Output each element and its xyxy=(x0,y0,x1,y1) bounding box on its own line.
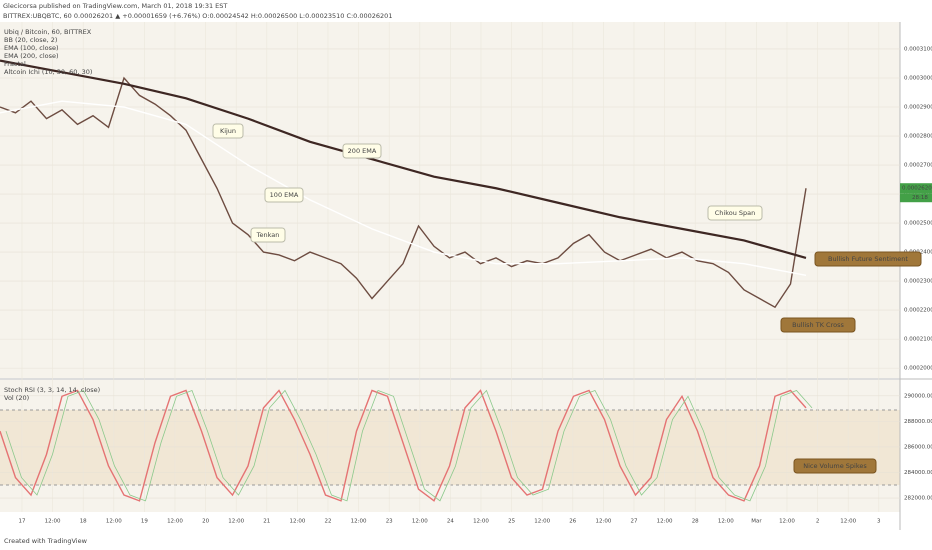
x-tick-label: 12:00 xyxy=(228,519,244,525)
x-tick-label: 12:00 xyxy=(657,519,673,525)
annotation: 100 EMA xyxy=(270,191,299,199)
published: Glecicorsa published on TradingView.com,… xyxy=(3,2,227,10)
x-tick-label: 24 xyxy=(447,519,454,525)
main-panel xyxy=(0,22,900,378)
x-tick-label: Mar xyxy=(751,519,762,525)
y-tick-label: 282000.0000 xyxy=(904,496,932,502)
x-tick-label: 27 xyxy=(631,519,638,525)
annotation-box xyxy=(212,123,244,139)
legend-item: Vol (20) xyxy=(4,394,29,402)
y-tick-label: 288000.0000 xyxy=(904,419,932,425)
annotation: Nice Volume Spikes xyxy=(803,462,867,470)
annotation-box xyxy=(780,317,856,333)
annotation: Kijun xyxy=(220,127,236,135)
y-tick-label: 0.00029000 xyxy=(904,105,932,111)
x-tick-label: 12:00 xyxy=(534,519,550,525)
annotation: Chikou Span xyxy=(715,209,756,217)
last-price-box xyxy=(900,183,932,194)
x-tick-label: 12:00 xyxy=(840,519,856,525)
legend-item: Fractal xyxy=(4,60,26,68)
legend-item: EMA (100, close) xyxy=(4,44,59,52)
y-tick-label: 290000.0000 xyxy=(904,393,932,399)
series-line xyxy=(0,59,807,259)
x-tick-label: 12:00 xyxy=(412,519,428,525)
series-line xyxy=(0,389,807,502)
x-tick-label: 28 xyxy=(692,519,699,525)
x-tick-label: 2 xyxy=(816,519,820,525)
annotation-box xyxy=(814,251,922,267)
x-tick-label: 12:00 xyxy=(595,519,611,525)
annotation-box xyxy=(264,187,304,203)
x-tick-label: 12:00 xyxy=(289,519,305,525)
x-tick-label: 25 xyxy=(508,519,515,525)
x-tick-label: 12:00 xyxy=(779,519,795,525)
y-tick-label: 0.00027000 xyxy=(904,163,932,169)
y-tick-label: 0.00031000 xyxy=(904,46,932,52)
y-tick-label: 286000.0000 xyxy=(904,444,932,450)
legend-item: Stoch RSI (3, 3, 14, 14, close) xyxy=(4,386,100,394)
countdown: 28:18 xyxy=(912,195,928,201)
footer: Created with TradingView xyxy=(4,537,88,545)
annotation: 200 EMA xyxy=(348,147,377,155)
x-tick-label: 23 xyxy=(386,519,393,525)
annotation-box xyxy=(250,227,286,243)
x-tick-label: 22 xyxy=(325,519,332,525)
quote: BITTREX:UBQBTC, 60 0.00026201 ▲ +0.00001… xyxy=(3,12,392,20)
annotation-box xyxy=(793,458,877,474)
y-tick-label: 0.00020000 xyxy=(904,366,932,372)
y-tick-label: 0.00025000 xyxy=(904,221,932,227)
series-line xyxy=(0,100,807,276)
x-tick-label: 12:00 xyxy=(106,519,122,525)
last-price: 0.00026201 xyxy=(902,186,932,192)
x-tick-label: 3 xyxy=(877,519,881,525)
x-tick-label: 26 xyxy=(569,519,576,525)
annotation: Bullish TK Cross xyxy=(792,321,844,329)
x-tick-label: 17 xyxy=(19,519,26,525)
y-tick-label: 0.00028000 xyxy=(904,134,932,140)
countdown-box xyxy=(900,193,932,203)
y-tick-label: 0.00030000 xyxy=(904,75,932,81)
y-tick-label: 0.00022000 xyxy=(904,308,932,314)
annotation: Tenkan xyxy=(256,231,280,239)
series-line xyxy=(0,76,807,309)
x-tick-label: 12:00 xyxy=(473,519,489,525)
y-tick-label: 0.00023000 xyxy=(904,279,932,285)
x-tick-label: 12:00 xyxy=(167,519,183,525)
y-tick-label: 0.00021000 xyxy=(904,337,932,343)
annotation-box xyxy=(342,143,382,159)
y-tick-label: 284000.0000 xyxy=(904,470,932,476)
legend-item: EMA (200, close) xyxy=(4,52,59,60)
x-tick-label: 12:00 xyxy=(351,519,367,525)
legend-item: BB (20, close, 2) xyxy=(4,36,57,44)
legend-item: Ubiq / Bitcoin, 60, BITTREX xyxy=(4,28,92,36)
x-tick-label: 20 xyxy=(202,519,209,525)
legend-item: Altcoin Ichi (10, 30, 60, 30) xyxy=(4,68,92,76)
x-tick-label: 18 xyxy=(80,519,87,525)
annotation: Bullish Future Sentiment xyxy=(828,255,908,263)
x-tick-label: 21 xyxy=(263,519,270,525)
x-tick-label: 12:00 xyxy=(45,519,61,525)
x-tick-label: 12:00 xyxy=(718,519,734,525)
x-tick-label: 19 xyxy=(141,519,148,525)
series-line-d xyxy=(5,389,813,502)
annotation-box xyxy=(707,205,763,221)
